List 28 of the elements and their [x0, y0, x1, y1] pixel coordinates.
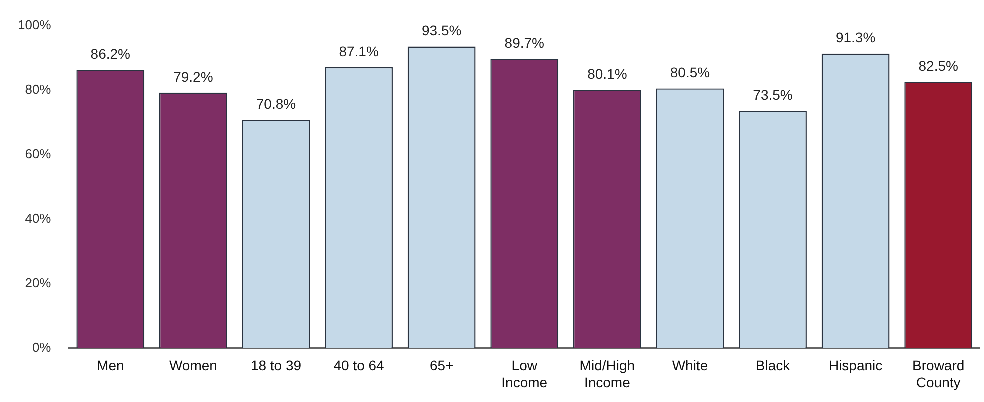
data-label: 87.1%	[339, 43, 379, 60]
data-label: 80.5%	[670, 64, 710, 81]
data-label: 91.3%	[836, 30, 876, 46]
x-tick-label: 40 to 64	[334, 358, 385, 374]
data-label: 79.2%	[174, 68, 214, 85]
y-tick-label: 0%	[32, 340, 52, 355]
x-tick-label: 18 to 39	[250, 358, 302, 374]
data-label: 73.5%	[753, 87, 793, 104]
x-tick-label: Broward County	[912, 358, 965, 390]
x-tick-label: Hispanic	[828, 358, 883, 374]
x-tick-label: White	[672, 358, 708, 374]
data-label: 89.7%	[504, 34, 544, 51]
x-tick-label: 65+	[430, 358, 454, 374]
x-tick-label: Black	[756, 358, 792, 374]
x-tick-label: Low Income	[502, 358, 548, 390]
x-tick-label: Women	[169, 358, 218, 374]
y-tick-label: 100%	[18, 17, 52, 32]
y-tick-label: 20%	[25, 275, 52, 290]
y-tick-label: 80%	[25, 82, 52, 97]
data-label: 80.1%	[588, 66, 628, 82]
y-tick-label: 40%	[25, 210, 52, 226]
y-tick-label: 60%	[25, 146, 52, 162]
x-tick-label: Mid/High Income	[580, 358, 636, 390]
x-tick-label: Men	[97, 358, 124, 374]
data-label: 82.5%	[918, 58, 958, 74]
data-label: 70.8%	[256, 96, 296, 112]
data-label: 93.5%	[422, 22, 462, 39]
data-label: 86.2%	[90, 46, 130, 62]
